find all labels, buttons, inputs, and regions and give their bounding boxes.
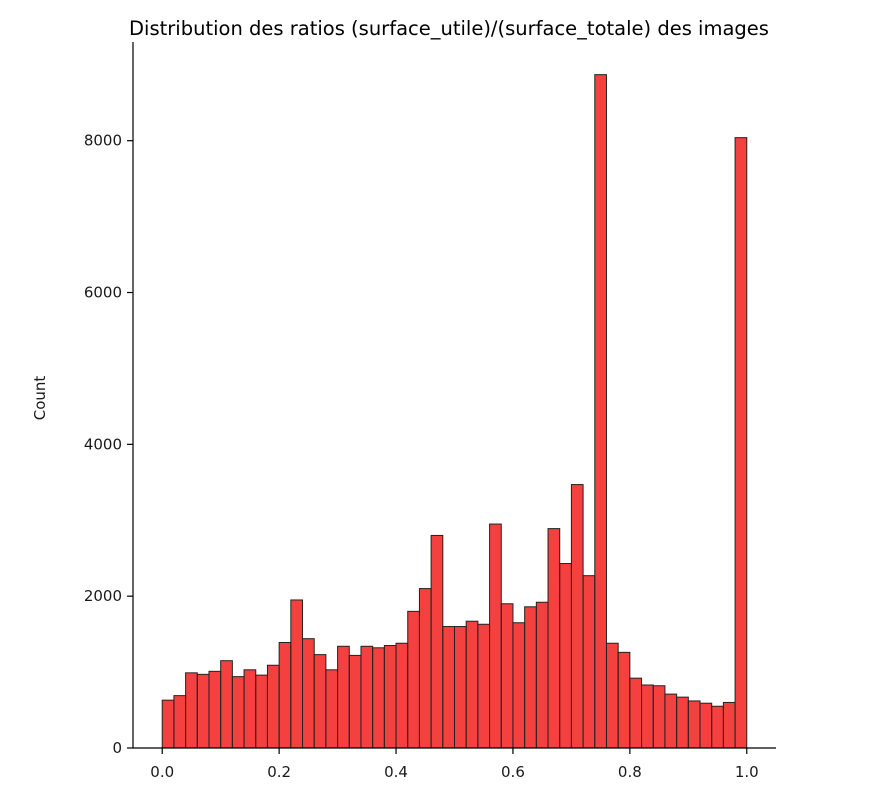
histogram-bar <box>711 705 724 749</box>
histogram-bars <box>161 74 748 749</box>
histogram-bar <box>524 606 537 749</box>
chart-title: Distribution des ratios (surface_utile)/… <box>129 17 769 40</box>
histogram-bar <box>676 696 689 749</box>
histogram-bar <box>208 670 222 749</box>
y-tick-label: 2000 <box>84 587 122 605</box>
histogram-bar <box>383 645 397 749</box>
histogram-bar <box>395 642 409 749</box>
histogram-bar <box>699 702 713 749</box>
histogram-bar <box>605 642 619 749</box>
histogram-bar <box>722 701 736 749</box>
histogram-bar <box>535 601 549 749</box>
histogram-bar <box>559 563 572 749</box>
histogram-bar <box>547 528 561 749</box>
histogram-bar <box>266 664 280 749</box>
histogram-bar <box>512 622 526 749</box>
histogram-bar <box>325 669 339 749</box>
y-axis-label: Count <box>31 376 49 421</box>
histogram-bar <box>442 626 455 749</box>
histogram-bar <box>664 693 678 749</box>
y-tick-label: 8000 <box>84 132 122 150</box>
histogram-bar <box>196 673 210 749</box>
x-tick-label: 0.0 <box>150 763 174 781</box>
histogram-bar <box>372 647 385 749</box>
y-tick-label: 6000 <box>84 284 122 302</box>
histogram-bar <box>477 623 491 749</box>
histogram-bar <box>629 677 643 749</box>
histogram-bar <box>570 484 584 749</box>
histogram-bar <box>652 685 666 749</box>
histogram-bar <box>290 599 304 749</box>
histogram-bar <box>641 684 654 749</box>
x-axis: 0.0 0.2 0.4 0.6 0.8 1.0 <box>133 747 776 781</box>
histogram-bar <box>255 674 268 749</box>
histogram-bar <box>348 654 362 749</box>
histogram-bar <box>489 523 502 749</box>
x-tick-label: 0.2 <box>267 763 291 781</box>
x-tick-label: 0.6 <box>501 763 525 781</box>
histogram-bar <box>302 638 315 749</box>
histogram-bar <box>617 651 631 749</box>
histogram-bar <box>687 700 701 749</box>
histogram-bar <box>173 695 187 749</box>
histogram-bar <box>465 620 479 749</box>
histogram-bar <box>231 676 245 749</box>
y-axis: 0 2000 4000 6000 8000 <box>84 42 134 757</box>
histogram-bar <box>161 699 175 749</box>
histogram-bar <box>454 626 467 749</box>
histogram-bar <box>220 660 233 749</box>
histogram-bar <box>407 610 420 749</box>
histogram-bar <box>582 575 596 749</box>
histogram-bar <box>185 672 198 749</box>
histogram-bar <box>500 603 514 749</box>
histogram-bar <box>418 588 432 749</box>
histogram-bar <box>313 654 327 749</box>
histogram-bar <box>430 534 444 749</box>
histogram-bar <box>337 645 350 749</box>
x-tick-label: 1.0 <box>735 763 759 781</box>
histogram-bar <box>278 641 292 749</box>
histogram-bar <box>734 137 748 749</box>
histogram-bar <box>360 645 374 749</box>
x-tick-label: 0.8 <box>618 763 642 781</box>
x-tick-label: 0.4 <box>384 763 408 781</box>
histogram-bar <box>594 74 607 749</box>
y-tick-label: 4000 <box>84 435 122 453</box>
y-tick-label: 0 <box>112 739 122 757</box>
histogram-bar <box>243 669 257 749</box>
